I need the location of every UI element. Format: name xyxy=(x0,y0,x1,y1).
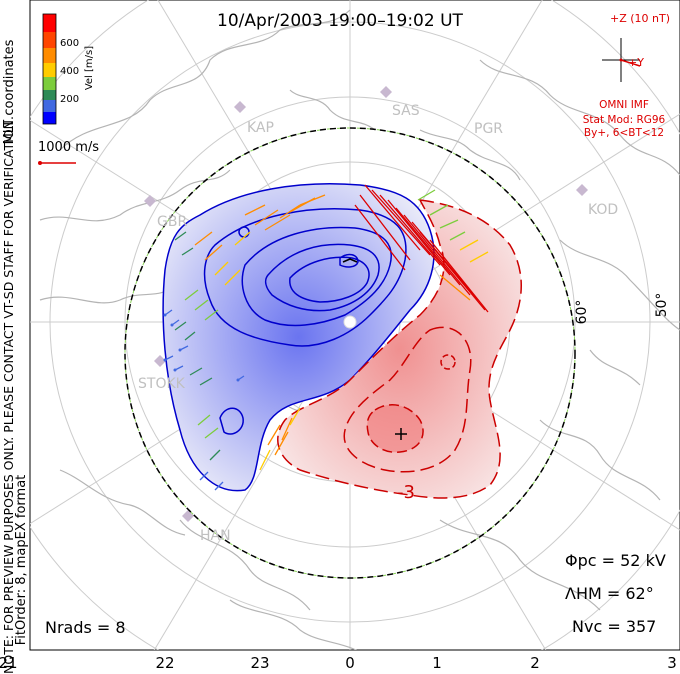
mlt-tick-0: 0 xyxy=(345,654,355,672)
scale-vector-label: 1000 m/s xyxy=(38,140,99,155)
stat-model-label: Stat Mod: RG96 xyxy=(583,114,666,126)
mlt-tick-3: 3 xyxy=(667,654,677,672)
mlt-tick-23: 23 xyxy=(250,654,269,672)
contour-label: -3 xyxy=(397,482,415,503)
imf-condition-label: By+, 6<BT<12 xyxy=(584,127,664,139)
velocity-colorbar: 600 400 200 Vel [m/s] xyxy=(42,13,95,125)
colorbar-tick-600: 600 xyxy=(60,38,79,49)
negative-cell xyxy=(162,183,435,492)
imf-dial: +Z (10 nT) +Y OMNI IMF Stat Mod: RG96 By… xyxy=(583,12,670,139)
stat-lambda-hm: ΛHM = 62° xyxy=(565,584,654,603)
stat-n-vc: Nvc = 357 xyxy=(572,617,656,636)
colorbar-label: Vel [m/s] xyxy=(84,46,95,90)
mlt-tick-1: 1 xyxy=(432,654,442,672)
colorbar-tick-200: 200 xyxy=(60,94,79,105)
fit-statistics: Φpc = 52 kV ΛHM = 62° Nvc = 357 Nrads = … xyxy=(45,551,666,637)
colorbar-tick-400: 400 xyxy=(60,66,79,77)
mlt-tick-22: 22 xyxy=(155,654,174,672)
station-label-gbr: GBR xyxy=(157,214,187,230)
mlt-axis: 21 22 23 0 1 2 3 xyxy=(0,654,677,672)
potential-maximum-marker xyxy=(395,428,407,440)
imf-source-label: OMNI IMF xyxy=(599,99,649,111)
mlt-tick-21: 21 xyxy=(0,654,18,672)
imf-y-label: +Y xyxy=(628,56,644,69)
station-label-han: HAN xyxy=(200,528,231,544)
fit-order-note: FitOrder: 8, mapEX format xyxy=(14,475,29,646)
velocity-vectors xyxy=(163,184,489,491)
positive-cell xyxy=(277,199,522,499)
hm-boundary xyxy=(124,127,576,579)
scale-vector: 1000 m/s xyxy=(38,140,99,165)
station-labels: KAP SAS PGR KOD GBR STOKK HAN xyxy=(138,103,618,544)
station-label-kod: KOD xyxy=(588,202,618,218)
station-label-sas: SAS xyxy=(392,103,420,119)
imf-z-label: +Z (10 nT) xyxy=(610,12,670,25)
mlt-tick-2: 2 xyxy=(530,654,540,672)
preview-note: NOTE: FOR PREVIEW PURPOSES ONLY. PLEASE … xyxy=(1,116,16,674)
geographic-pole-marker xyxy=(343,315,357,329)
lat-label-50: 50° xyxy=(654,293,670,318)
stat-n-rads: Nrads = 8 xyxy=(45,618,126,637)
map-title: 10/Apr/2003 19:00–19:02 UT xyxy=(217,11,463,31)
station-label-stokk: STOKK xyxy=(138,376,186,392)
lat-label-60: 60° xyxy=(574,300,590,325)
coordinate-system-label: MLT coordinates xyxy=(2,39,17,144)
stat-phi-pc: Φpc = 52 kV xyxy=(565,551,666,570)
station-markers xyxy=(144,86,588,522)
station-label-pgr: PGR xyxy=(474,121,503,137)
station-label-kap: KAP xyxy=(247,120,274,136)
potential-minimum-marker xyxy=(342,258,358,263)
